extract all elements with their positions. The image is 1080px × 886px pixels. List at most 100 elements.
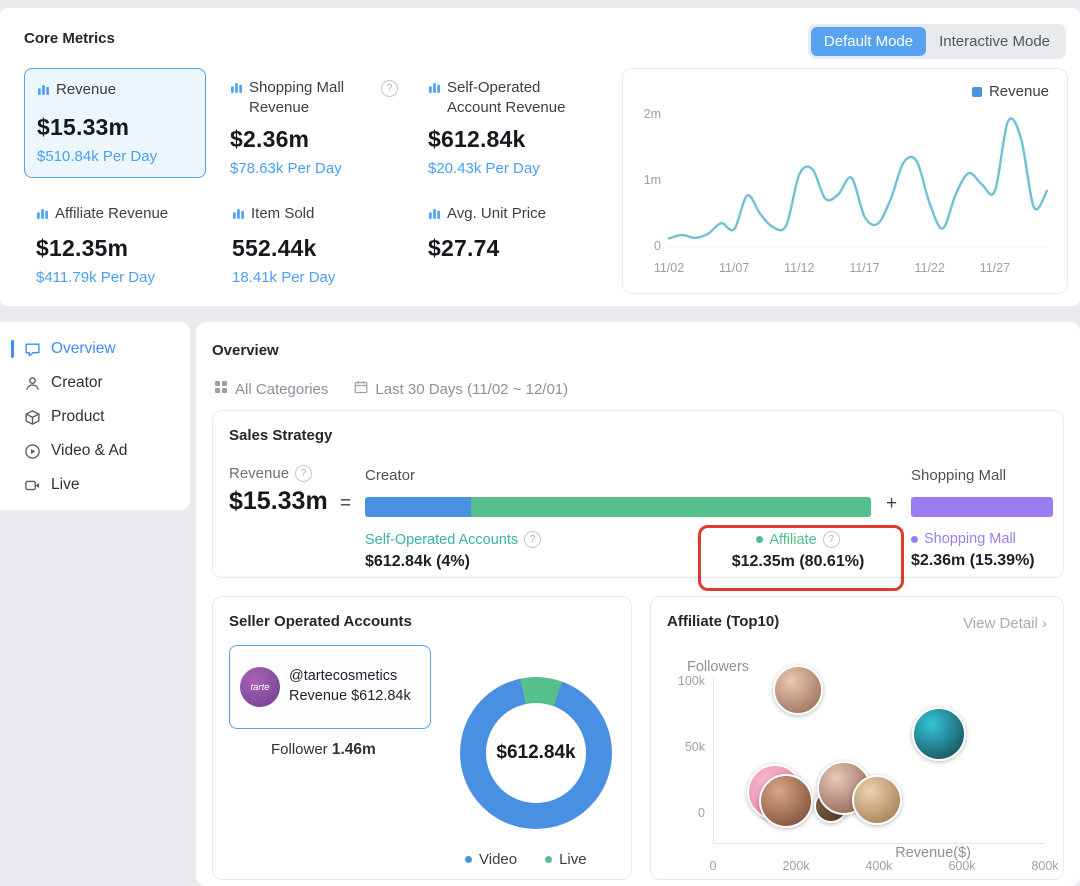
calendar-icon (354, 380, 368, 398)
metric-card-item-sold[interactable]: Item Sold 552.44k 18.41k Per Day (232, 204, 392, 287)
help-icon[interactable] (822, 531, 840, 548)
metric-subvalue: $510.84k Per Day (37, 147, 158, 165)
affiliate-scatter-plot: 0 200k 400k 600k 800k 100k 50k 0 (651, 597, 1063, 879)
account-handle: @tartecosmetics (289, 668, 398, 685)
shopping-mall-legend: Shopping Mall $2.36m (15.39%) (911, 531, 1035, 570)
creator-composition-bar[interactable] (365, 497, 871, 517)
metric-card-avg-unit-price[interactable]: Avg. Unit Price $27.74 (428, 204, 588, 287)
tick-label: 100k (677, 674, 705, 688)
sidebar-item-product[interactable]: Product (0, 400, 190, 434)
shopping-mall-bar-label: Shopping Mall (911, 467, 1007, 484)
metric-subvalue: $78.63k Per Day (230, 160, 342, 177)
bar-chart-icon (36, 206, 49, 226)
metric-card-revenue[interactable]: Revenue $15.33m $510.84k Per Day (24, 68, 206, 178)
equals-sign: = (340, 493, 352, 514)
default-mode-button[interactable]: Default Mode (810, 27, 927, 56)
scatter-y-axis-line (713, 677, 714, 843)
play-circle-icon (24, 443, 41, 460)
green-dot-icon (756, 536, 764, 543)
revenue-legend-swatch (971, 86, 982, 97)
metric-value: $612.84k (428, 126, 526, 152)
metric-card-affiliate-revenue[interactable]: Affiliate Revenue $12.35m $411.79k Per D… (36, 204, 206, 287)
metric-value: $15.33m (37, 113, 130, 140)
tick-label: 0 (709, 859, 717, 873)
date-range-filter[interactable]: Last 30 Days (11/02 ~ 12/01) (354, 380, 568, 398)
live-legend-label: Live (559, 851, 587, 868)
sidebar-item-label: Live (51, 476, 80, 493)
sidebar-item-video-ad[interactable]: Video & Ad (0, 434, 190, 468)
donut-legend: Video Live (465, 851, 587, 868)
help-icon[interactable] (524, 531, 542, 548)
metric-value: $12.35m (36, 234, 129, 261)
sidebar-item-live[interactable]: Live (0, 468, 190, 502)
donut-center-text: $612.84k (496, 742, 576, 763)
chart-legend: Revenue (971, 83, 1049, 100)
revenue-line-plot (667, 117, 1049, 248)
video-legend-label: Video (479, 851, 518, 868)
metric-label: Shopping Mall Revenue (249, 79, 345, 116)
help-icon[interactable] (295, 465, 313, 482)
help-icon[interactable] (381, 80, 398, 97)
revenue-total-value: $15.33m (229, 487, 328, 515)
creator-avatar-bubble[interactable] (851, 774, 902, 825)
creator-bar-self-operated[interactable] (365, 497, 472, 517)
video-camera-icon (24, 477, 41, 494)
sidebar-item-label: Product (51, 408, 105, 425)
tick-label: 11/07 (718, 261, 750, 275)
tick-label: 11/12 (784, 261, 815, 275)
tick-label: 2m (643, 107, 661, 121)
sales-strategy-title: Sales Strategy (229, 427, 333, 444)
metric-subvalue: $20.43k Per Day (428, 160, 540, 177)
sidebar-item-creator[interactable]: Creator (0, 366, 190, 400)
metric-label: Affiliate Revenue (55, 205, 169, 222)
interactive-mode-button[interactable]: Interactive Mode (926, 27, 1063, 56)
sidebar-item-overview[interactable]: Overview (0, 332, 190, 366)
metric-subvalue: $411.79k Per Day (36, 268, 155, 286)
bar-chart-icon (37, 82, 50, 102)
tick-label: 400k (865, 859, 893, 873)
metric-card-self-operated-account-revenue[interactable]: Self-Operated Account Revenue $612.84k $… (428, 78, 600, 178)
tick-label: 50k (684, 740, 705, 754)
sidebar: Overview Creator Product Video & Ad Live (0, 322, 190, 510)
tick-label: 1m (643, 173, 661, 187)
tick-label: 11/17 (849, 261, 880, 275)
avatar-text: tarte (250, 681, 270, 693)
bar-chart-icon (232, 206, 245, 226)
shopping-mall-bar[interactable] (911, 497, 1053, 517)
core-metrics-panel: Core Metrics Default Mode Interactive Mo… (0, 8, 1080, 306)
affiliate-legend-value: $12.35m (80.61%) (731, 553, 865, 570)
revenue-label-text: Revenue (229, 465, 290, 482)
donut-center-value: $612.84k (486, 703, 586, 803)
tick-label: 200k (782, 859, 810, 873)
creator-bar-label: Creator (365, 467, 416, 484)
category-filter[interactable]: All Categories (214, 380, 328, 398)
date-range-label: Last 30 Days (11/02 ~ 12/01) (375, 380, 569, 398)
revenue-label: Revenue (229, 465, 313, 482)
tick-label: 0 (698, 806, 705, 820)
creator-avatar-bubble[interactable] (758, 774, 813, 829)
scatter-x-axis-line (713, 843, 1045, 844)
green-dot-icon (545, 856, 553, 863)
metric-card-shopping-mall-revenue[interactable]: Shopping Mall Revenue $2.36m $78.63k Per… (230, 78, 398, 178)
grid-icon (214, 380, 228, 398)
revenue-trend-chart: Revenue 2m 1m 0 11/02 11/07 11/12 11/17 11/22 11… (622, 68, 1068, 294)
scatter-y-axis-label: Followers (687, 659, 750, 675)
bar-chart-icon (428, 80, 441, 100)
creator-avatar-bubble[interactable] (773, 665, 824, 716)
account-chip[interactable]: tarte @tartecosmetics Revenue $612.84k (229, 645, 431, 729)
bar-chart-icon (230, 80, 243, 100)
metric-label: Avg. Unit Price (447, 205, 546, 222)
view-detail-link[interactable]: View Detail (963, 615, 1047, 632)
overview-icon (24, 341, 41, 358)
filter-bar: All Categories Last 30 Days (11/02 ~ 12/… (214, 380, 568, 398)
creator-bar-affiliate[interactable] (471, 497, 871, 517)
follower-value: 1.46m (331, 741, 376, 758)
affiliate-legend: Affiliate $12.35m (80.61%) (707, 531, 889, 571)
creator-avatar-bubble[interactable] (912, 706, 967, 761)
affiliate-legend-label: Affiliate (769, 531, 817, 548)
self-operated-legend: Self-Operated Accounts $612.84k (4%) (365, 531, 542, 571)
tick-label: 600k (948, 859, 976, 873)
metric-value: $2.36m (230, 126, 310, 152)
follower-label: Follower (271, 741, 328, 758)
creator-icon (24, 375, 41, 392)
